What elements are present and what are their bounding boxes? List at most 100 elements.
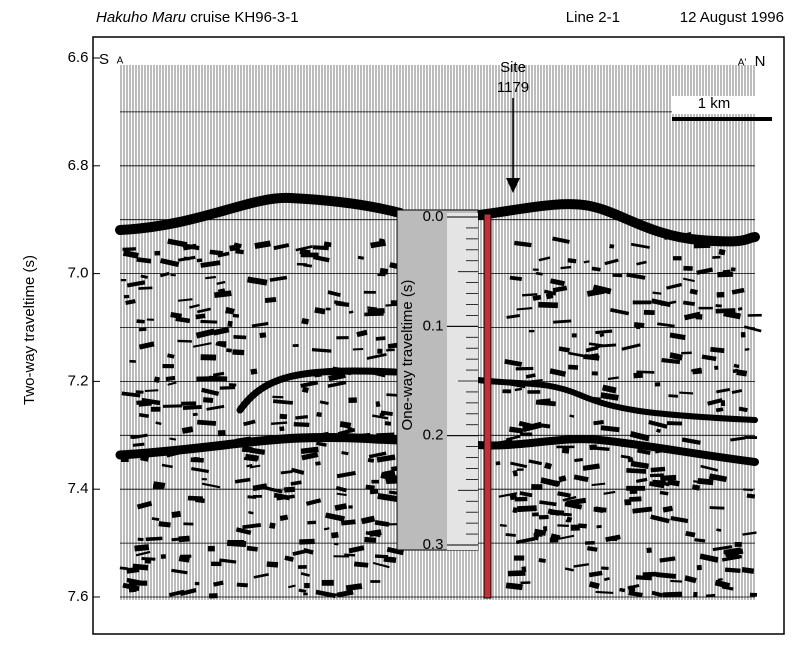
reflection	[371, 414, 389, 420]
reflection	[236, 582, 248, 588]
reflection	[538, 256, 551, 262]
reflection	[662, 505, 673, 513]
reflection	[600, 392, 619, 401]
reflection	[269, 275, 288, 282]
reflection	[544, 462, 553, 470]
reflection	[612, 273, 623, 278]
reflection	[162, 364, 174, 369]
reflection	[206, 404, 225, 411]
reflection	[323, 527, 330, 531]
reflection	[552, 285, 568, 293]
reflection	[208, 375, 228, 382]
reflection	[682, 277, 695, 283]
reflection	[562, 495, 577, 502]
reflection	[288, 584, 296, 589]
reflection	[380, 472, 400, 482]
reflection	[183, 256, 190, 261]
reflection	[709, 506, 725, 510]
reflection	[377, 273, 386, 277]
reflection	[744, 348, 750, 351]
reflection	[605, 534, 621, 542]
reflection	[610, 308, 630, 316]
reflection	[235, 249, 244, 255]
reflection	[226, 539, 247, 548]
reflection	[683, 311, 701, 321]
reflection	[569, 414, 575, 418]
reflection	[505, 533, 516, 537]
reflection	[242, 523, 262, 530]
reflection	[633, 372, 643, 379]
reflection	[356, 329, 368, 338]
reflection	[160, 554, 166, 559]
reflection	[627, 584, 640, 590]
reflection	[375, 400, 381, 408]
reflection	[583, 260, 590, 264]
reflection	[557, 524, 569, 528]
reflector	[236, 367, 399, 414]
scale-label: 1 km	[698, 95, 731, 112]
reflection	[125, 299, 136, 305]
reflection	[374, 519, 390, 527]
reflection	[730, 267, 736, 272]
reflection	[146, 318, 154, 321]
reflection	[649, 473, 664, 478]
reflection	[619, 587, 626, 593]
reflection	[723, 547, 742, 555]
reflection	[742, 531, 757, 536]
reflection	[249, 464, 261, 469]
reflection	[344, 553, 356, 557]
reflection	[746, 493, 756, 499]
reflection	[588, 570, 603, 578]
reflection	[683, 265, 693, 271]
reflection	[290, 467, 305, 475]
reflection	[724, 567, 741, 573]
reflection	[604, 258, 619, 266]
reflection	[550, 533, 561, 541]
reflection	[138, 327, 147, 332]
reflection	[661, 358, 681, 365]
reflection	[181, 401, 197, 406]
reflection	[209, 249, 224, 256]
arrow-head	[506, 178, 520, 193]
y-tick-label: 7.0	[68, 265, 89, 282]
reflection	[138, 341, 155, 350]
reflection	[201, 478, 207, 481]
reflection	[562, 512, 572, 517]
reflection	[654, 382, 661, 387]
reflection	[532, 268, 539, 271]
reflection	[377, 492, 398, 502]
reflection	[621, 343, 641, 351]
reflection	[527, 390, 541, 394]
reflection	[707, 398, 723, 406]
reflection	[299, 538, 315, 545]
reflection	[325, 512, 345, 522]
reflection	[361, 515, 376, 525]
reflection	[629, 431, 650, 442]
reflection	[628, 590, 643, 598]
y-tick-label: 7.4	[68, 480, 89, 497]
reflection	[502, 389, 512, 394]
reflection	[660, 474, 677, 482]
reflection	[499, 523, 507, 528]
reflection	[585, 345, 599, 353]
reflection	[280, 470, 293, 475]
seafloor	[115, 192, 405, 235]
reflection	[246, 463, 253, 468]
reflection	[747, 313, 762, 317]
reflection	[241, 446, 253, 453]
reflection	[571, 333, 577, 338]
header-cruise: Hakuho Maru cruise KH96-3-1	[96, 9, 299, 26]
reflection	[600, 425, 620, 433]
reflection	[593, 419, 604, 426]
y-tick-label: 7.2	[68, 372, 89, 389]
reflection	[698, 306, 713, 310]
reflection	[136, 319, 145, 324]
reflection	[514, 240, 532, 248]
reflection	[197, 419, 217, 426]
reflection	[685, 530, 696, 538]
reflection	[559, 534, 575, 540]
reflection	[192, 412, 198, 417]
reflection	[327, 290, 341, 297]
reflection	[304, 582, 310, 589]
reflection	[327, 380, 347, 388]
